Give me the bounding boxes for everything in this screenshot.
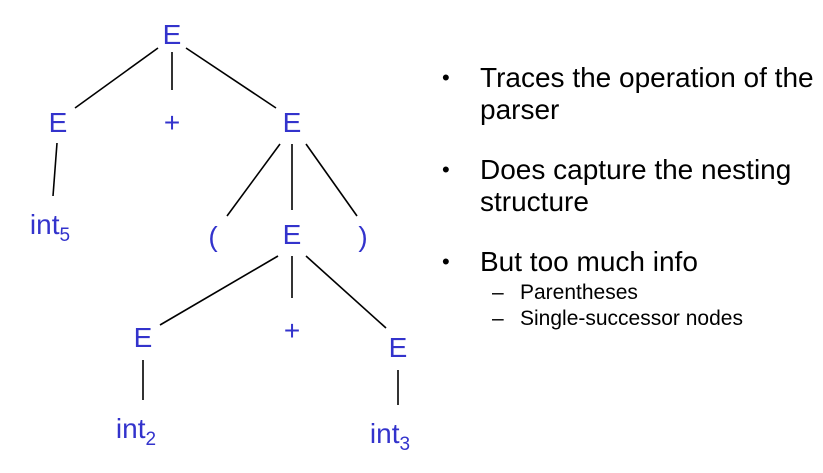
bullet-dot-icon: •	[442, 157, 450, 182]
bullet-text: Traces the operation of the parser	[480, 62, 814, 125]
bullet-item: • Traces the operation of the parser	[438, 62, 818, 126]
tree-node: E	[49, 107, 68, 138]
tree-node: (	[208, 221, 218, 252]
bullet-dot-icon: •	[442, 65, 450, 90]
sub-bullet-list: – Parentheses – Single-successor nodes	[480, 280, 818, 332]
tree-node: +	[164, 107, 180, 138]
tree-node: int2	[116, 413, 156, 450]
tree-node: E	[283, 107, 302, 138]
tree-edge	[185, 47, 277, 109]
bullet-list: • Traces the operation of the parser • D…	[438, 62, 818, 360]
dash-icon: –	[492, 281, 504, 304]
tree-edge	[159, 255, 279, 326]
bullet-dot-icon: •	[442, 249, 450, 274]
tree-node: int5	[30, 209, 70, 246]
tree-edges	[52, 47, 399, 405]
tree-edge	[226, 143, 281, 217]
bullet-text: Does capture the nesting structure	[480, 154, 792, 217]
bullet-text: But too much info	[480, 246, 698, 277]
tree-node: E	[389, 332, 408, 363]
tree-node: +	[284, 315, 300, 346]
bullet-item: • But too much info – Parentheses – Sing…	[438, 246, 818, 332]
tree-node: E	[134, 322, 153, 353]
tree-node: E	[283, 219, 302, 250]
tree-edge	[52, 142, 58, 197]
sub-bullet-item: – Parentheses	[492, 280, 818, 306]
tree-edge	[74, 47, 159, 109]
tree-node: )	[358, 221, 367, 252]
sub-bullet-text: Parentheses	[520, 281, 638, 304]
bullet-item: • Does capture the nesting structure	[438, 154, 818, 218]
sub-bullet-item: – Single-successor nodes	[492, 306, 818, 332]
tree-edge	[305, 255, 387, 329]
sub-bullet-text: Single-successor nodes	[520, 307, 743, 330]
tree-node: E	[163, 19, 182, 50]
tree-edge	[305, 143, 358, 217]
tree-node: int3	[370, 418, 410, 455]
dash-icon: –	[492, 307, 504, 330]
